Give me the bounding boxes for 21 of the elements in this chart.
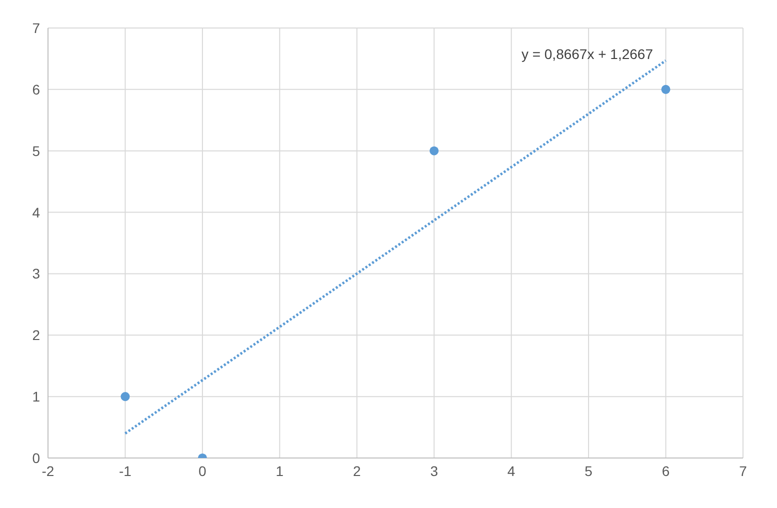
y-tick-label: 7 — [32, 20, 40, 36]
x-tick-label: 6 — [662, 462, 670, 479]
x-tick-label: -1 — [118, 462, 132, 479]
x-tick-label: 0 — [198, 462, 207, 479]
y-tick-label: 3 — [32, 266, 40, 282]
y-tick-label: 2 — [32, 327, 40, 344]
y-tick-label: 5 — [32, 142, 40, 159]
y-tick-label: 1 — [32, 388, 40, 405]
y-tick-label: 6 — [32, 81, 40, 98]
x-tick-label: 7 — [739, 462, 748, 479]
point — [430, 146, 439, 156]
x-tick-label: 2 — [352, 462, 361, 479]
point — [661, 84, 670, 94]
x-tick-label: 4 — [507, 462, 516, 479]
y-tick-label: 0 — [32, 450, 40, 466]
x-tick-label: -2 — [42, 462, 54, 479]
x-tick-label: 5 — [584, 462, 593, 479]
x-tick-label: 3 — [430, 462, 438, 479]
annotation: y = 0,8667x + 1,2667 — [521, 46, 653, 62]
x-tick-label: 1 — [276, 462, 284, 479]
y-tick-label: 4 — [32, 204, 40, 220]
